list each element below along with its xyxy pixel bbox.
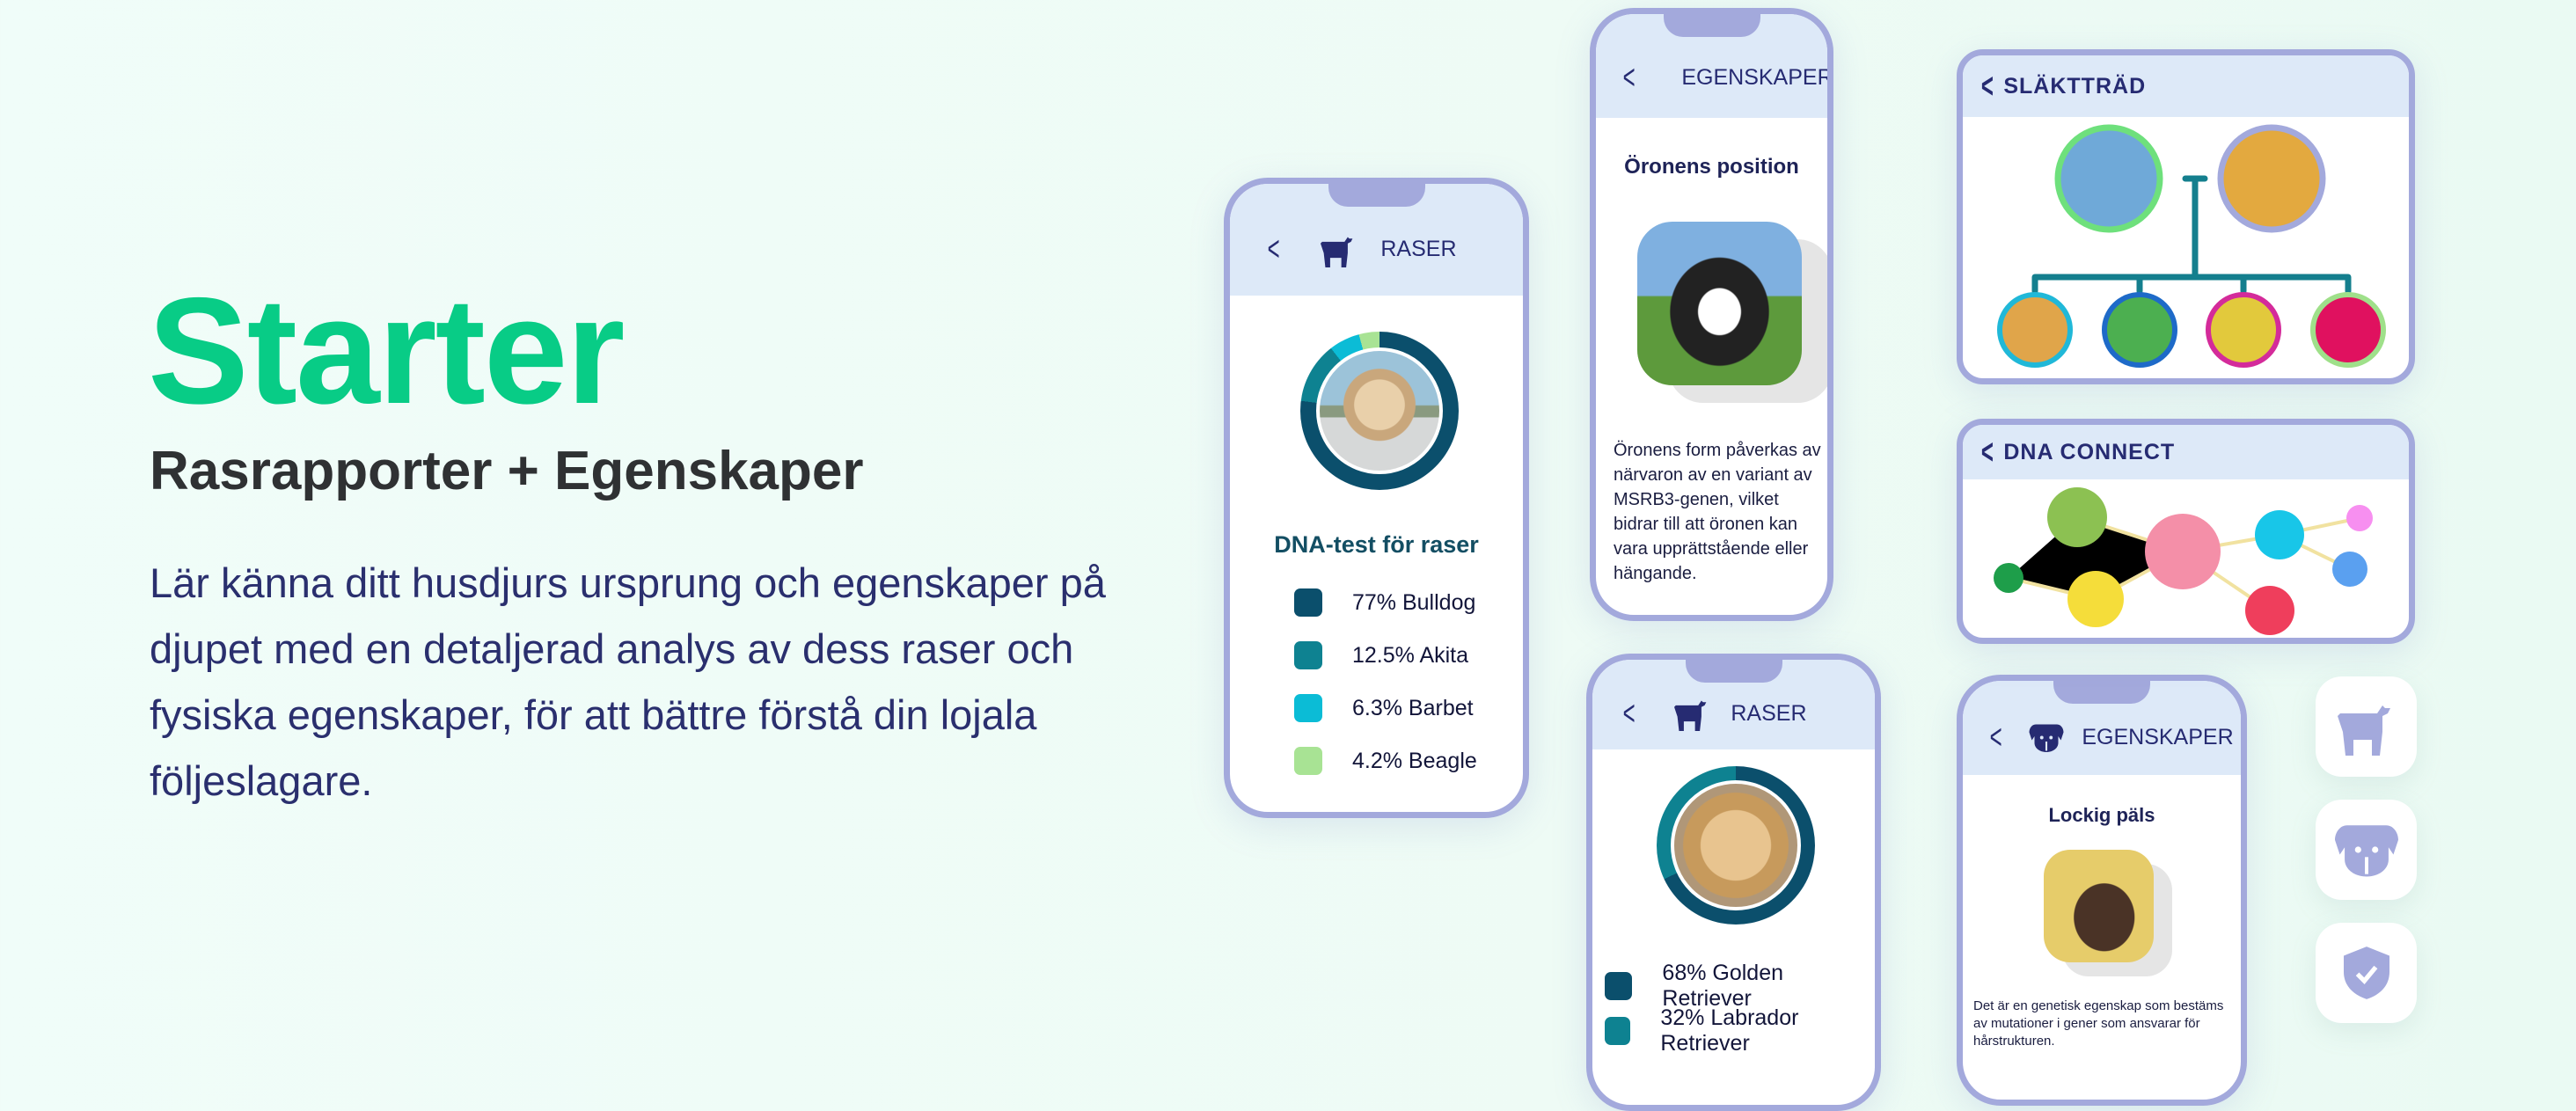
phone-notch xyxy=(1328,184,1425,207)
phone-notch xyxy=(1663,14,1760,37)
match-node xyxy=(1994,563,2023,593)
dog-icon xyxy=(1674,700,1707,731)
trait-title: Lockig päls xyxy=(2048,804,2155,826)
header-title: RASER xyxy=(1380,237,1457,261)
legend-label: 32% Labrador Retriever xyxy=(1660,1005,1799,1056)
tile-traits[interactable] xyxy=(2316,800,2417,900)
match-node xyxy=(2346,505,2373,531)
header-title: EGENSKAPER xyxy=(1681,64,1833,90)
match-node xyxy=(2067,571,2124,627)
header-title: DNA CONNECT xyxy=(2003,439,2176,464)
dog-icon xyxy=(1321,236,1353,267)
breed-legend-item: 12.5% Akita xyxy=(1294,641,1468,669)
legend-label: 12.5% Akita xyxy=(1352,642,1469,668)
header-title: RASER xyxy=(1731,700,1807,726)
child-4-photo xyxy=(2310,292,2386,368)
parent-2-photo xyxy=(2217,124,2326,233)
back-button[interactable]: < xyxy=(1980,432,1994,471)
header-title: SLÄKTTRÄD xyxy=(2003,73,2147,99)
dog-face-icon xyxy=(2029,724,2064,752)
hero-subtitle: Rasrapporter + Egenskaper xyxy=(150,441,864,501)
dna-test-title: DNA-test för raser xyxy=(1274,531,1479,558)
breed-legend-item: 6.3% Barbet xyxy=(1294,694,1474,722)
hero-description: Lär känna ditt husdjurs ursprung och ege… xyxy=(150,559,1106,804)
child-3-photo xyxy=(2206,292,2281,368)
trait-description: Det är en genetisk egenskap som bestäms … xyxy=(1973,998,2224,1049)
bulldog-photo xyxy=(1316,347,1443,474)
trait-title: Öronens position xyxy=(1624,155,1799,179)
match-node xyxy=(2332,552,2367,587)
back-button[interactable]: < xyxy=(1622,57,1636,97)
phone-egenskaper-coat: < EGENSKAPER Lockig päls Det är en genet… xyxy=(1957,675,2247,1106)
child-1-photo xyxy=(1997,292,2073,368)
breed-legend-item: 77% Bulldog xyxy=(1294,588,1475,617)
hero-title: Starter xyxy=(148,267,625,435)
back-button[interactable]: < xyxy=(1267,230,1280,268)
legend-swatch xyxy=(1294,747,1322,775)
legend-label: 6.3% Barbet xyxy=(1352,695,1474,720)
match-node xyxy=(2245,586,2294,635)
breed-legend-item: 68% Golden Retriever xyxy=(1605,961,1875,1012)
phone-notch xyxy=(1685,660,1782,683)
tile-health[interactable] xyxy=(2316,923,2417,1023)
breed-legend-item: 4.2% Beagle xyxy=(1294,747,1477,775)
match-node xyxy=(2145,514,2221,589)
legend-swatch xyxy=(1294,588,1322,617)
border-collie-photo xyxy=(1637,222,1802,385)
dog-face-icon xyxy=(2334,825,2398,877)
shield-check-icon xyxy=(2343,947,2389,999)
match-node xyxy=(2047,487,2107,547)
phone-raser-bulldog: < RASER DNA-test för raser 77% Bulldog 12… xyxy=(1224,178,1529,818)
breed-legend-item: 32% Labrador Retriever xyxy=(1605,1005,1875,1056)
back-button[interactable]: < xyxy=(1989,718,2002,757)
phone-egenskaper-ears: < EGENSKAPER Öronens position Öronens fo… xyxy=(1590,8,1833,621)
header-title: EGENSKAPER xyxy=(2082,725,2234,749)
phone-raser-golden: < RASER 68% Golden Retriever 32% Labrador… xyxy=(1586,654,1881,1111)
parent-1-photo xyxy=(2054,124,2163,233)
dna-connect-card: < DNA CONNECT xyxy=(1957,419,2415,644)
golden-retriever-photo xyxy=(1671,780,1801,910)
back-button[interactable]: < xyxy=(1980,66,1994,106)
legend-swatch xyxy=(1605,972,1633,1000)
poodle-photo xyxy=(2044,850,2154,962)
back-button[interactable]: < xyxy=(1622,693,1636,733)
trait-description: Öronens form påverkas av närvaron av en … xyxy=(1614,441,1821,583)
child-2-photo xyxy=(2102,292,2177,368)
tile-breeds[interactable] xyxy=(2316,676,2417,777)
dog-icon xyxy=(2337,705,2390,756)
legend-swatch xyxy=(1294,641,1322,669)
family-tree-diagram xyxy=(1997,124,2386,368)
legend-swatch xyxy=(1294,694,1322,722)
legend-label: 77% Bulldog xyxy=(1352,589,1476,615)
legend-label: 68% Golden Retriever xyxy=(1662,961,1784,1011)
family-tree-card: < SLÄKTTRÄD xyxy=(1957,49,2415,384)
dna-connect-network xyxy=(1994,487,2373,635)
legend-label: 4.2% Beagle xyxy=(1352,748,1477,773)
legend-swatch xyxy=(1605,1017,1631,1045)
phone-notch xyxy=(2053,681,2150,704)
match-node xyxy=(2255,510,2304,559)
